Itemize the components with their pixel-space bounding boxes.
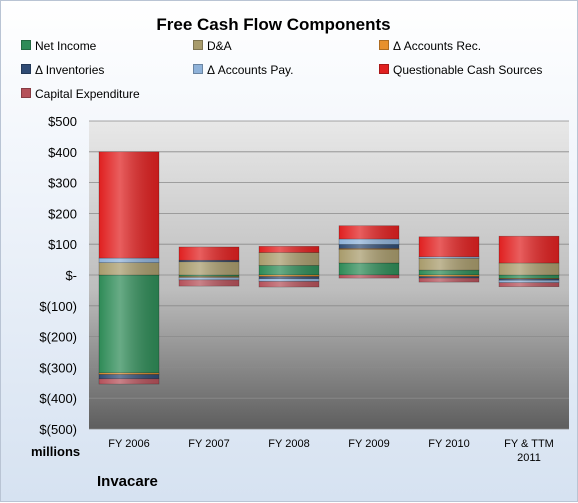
- legend-item: Net Income: [21, 39, 96, 53]
- x-tick-label: FY & TTM: [504, 438, 554, 450]
- legend-swatch: [379, 64, 389, 74]
- y-tick-label: $(500): [39, 422, 77, 437]
- y-unit-label: millions: [31, 444, 81, 459]
- y-tick-label: $-: [65, 268, 77, 283]
- legend-item: Δ Accounts Pay.: [193, 63, 294, 77]
- bar-segment-shine: [419, 258, 479, 271]
- bar-segment-shine: [499, 280, 559, 283]
- x-tick-label: FY 2009: [348, 438, 389, 450]
- bar-segment-shine: [339, 249, 399, 263]
- y-tick-label: $300: [48, 176, 77, 191]
- legend-swatch: [21, 88, 31, 98]
- bar-segment-shine: [339, 238, 399, 245]
- legend-label: Questionable Cash Sources: [393, 63, 543, 77]
- x-tick-label: 2011: [517, 452, 541, 464]
- bar-segment-shine: [179, 279, 239, 287]
- legend-swatch: [193, 64, 203, 74]
- bar-segment-shine: [99, 275, 159, 373]
- bar-segment-shine: [179, 277, 239, 280]
- y-tick-label: $100: [48, 237, 77, 252]
- legend-label: Δ Accounts Rec.: [393, 39, 482, 53]
- bar-segment-shine: [99, 151, 159, 259]
- legend-item: D&A: [193, 39, 232, 53]
- bar-segment-shine: [179, 276, 239, 278]
- bar-segment-shine: [419, 236, 479, 257]
- bar-segment-shine: [499, 279, 559, 281]
- bar-segment-shine: [259, 252, 319, 266]
- bar-segment-shine: [259, 281, 319, 288]
- legend-label: Net Income: [35, 39, 97, 53]
- chart-title: Free Cash Flow Components: [156, 15, 391, 34]
- legend-swatch: [21, 64, 31, 74]
- legend-label: Capital Expenditure: [35, 87, 140, 101]
- x-tick-label: FY 2010: [428, 438, 469, 450]
- bar-segment-shine: [99, 378, 159, 385]
- x-tick-label: FY 2007: [188, 438, 229, 450]
- bar-segment-shine: [339, 248, 399, 250]
- y-tick-label: $(200): [39, 330, 77, 345]
- y-tick-label: $(400): [39, 391, 77, 406]
- y-tick-label: $(100): [39, 299, 77, 314]
- bar-segment-shine: [259, 278, 319, 282]
- legend-item: Capital Expenditure: [21, 87, 140, 101]
- legend-swatch: [21, 40, 31, 50]
- bar-segment-shine: [99, 262, 159, 275]
- y-tick-label: $400: [48, 145, 77, 160]
- x-tick-label: FY 2006: [108, 438, 149, 450]
- bar-segment-shine: [179, 261, 239, 275]
- bar-segment-shine: [179, 260, 239, 262]
- bar-segment-shine: [499, 278, 559, 280]
- legend-label: D&A: [207, 39, 232, 53]
- legend-label: Δ Accounts Pay.: [207, 63, 294, 77]
- bar-segment-shine: [419, 276, 479, 279]
- y-tick-label: $500: [48, 114, 77, 129]
- company-label: Invacare: [97, 473, 158, 490]
- bar-segment-shine: [99, 374, 159, 379]
- x-tick-label: FY 2008: [268, 438, 309, 450]
- legend-item: Questionable Cash Sources: [379, 63, 542, 77]
- bar-segment-shine: [499, 236, 559, 263]
- bar-segment-shine: [339, 244, 399, 249]
- bar-segment-shine: [419, 278, 479, 283]
- bar-segment-shine: [419, 256, 479, 259]
- bar-segment-shine: [339, 225, 399, 239]
- bar-segment-shine: [419, 270, 479, 275]
- bar-segment-shine: [339, 275, 399, 279]
- legend-item: Δ Accounts Rec.: [379, 39, 481, 53]
- bar-segment-shine: [99, 372, 159, 375]
- y-tick-label: $200: [48, 206, 77, 221]
- legend-label: Δ Inventories: [35, 63, 105, 77]
- bar-segment-shine: [499, 282, 559, 287]
- bar-segment-shine: [419, 275, 479, 277]
- bar-segment-shine: [259, 275, 319, 277]
- bar-segment-shine: [259, 265, 319, 275]
- bar-segment-shine: [179, 275, 239, 277]
- legend-swatch: [193, 40, 203, 50]
- bar-segment-shine: [339, 262, 399, 275]
- y-tick-label: $(300): [39, 360, 77, 375]
- bar-segment-shine: [499, 262, 559, 275]
- bar-segment-shine: [499, 275, 559, 279]
- bar-segment-shine: [259, 276, 319, 279]
- legend-swatch: [379, 40, 389, 50]
- bar-segment-shine: [99, 258, 159, 263]
- bar-segment-shine: [179, 246, 239, 261]
- bar-segment-shine: [259, 246, 319, 253]
- legend-item: Δ Inventories: [21, 63, 104, 77]
